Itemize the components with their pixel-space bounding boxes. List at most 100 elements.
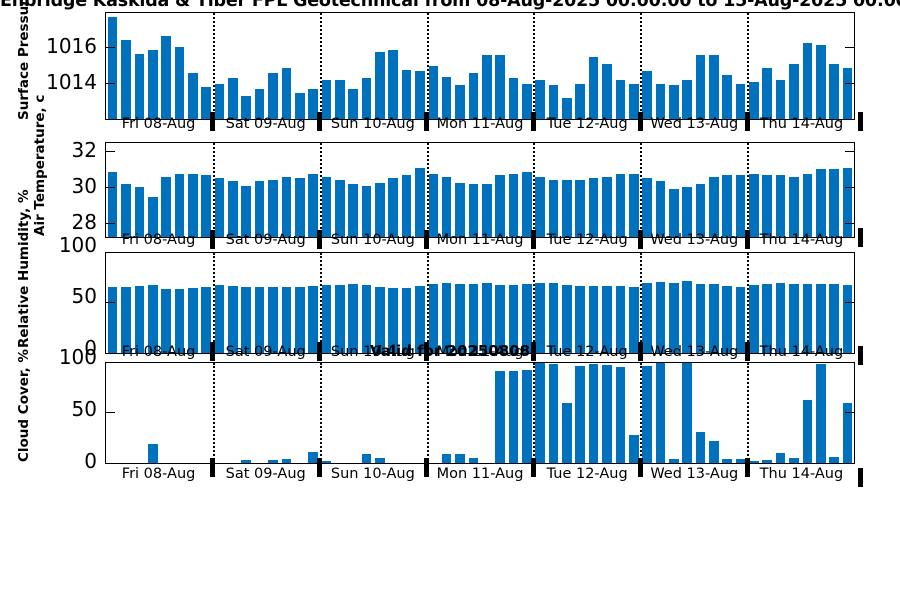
- bar: [762, 67, 773, 119]
- bar: [361, 185, 372, 237]
- bar-slot: [373, 253, 386, 353]
- bar-slot: [600, 143, 613, 237]
- bar-slot: [200, 253, 213, 353]
- bar-slot: [694, 253, 707, 353]
- bar-slot: [400, 363, 413, 463]
- y-tick-label-p2-32: 32: [71, 138, 97, 162]
- bar: [789, 64, 799, 119]
- bar-slot: [627, 363, 640, 463]
- bar-slot: [427, 143, 440, 237]
- bar-slot: [306, 143, 319, 237]
- bar: [294, 178, 305, 237]
- bar-slot: [774, 253, 787, 353]
- bar-slot: [106, 143, 119, 237]
- x-axis-day-label: Mon 11-Aug: [436, 344, 524, 360]
- bar-slot: [413, 143, 426, 237]
- bar-slot: [159, 13, 172, 119]
- bar-slot: [801, 143, 814, 237]
- bar: [695, 284, 706, 353]
- bar-slot: [654, 363, 667, 463]
- day-separator: [319, 253, 322, 353]
- bar-slot: [320, 363, 333, 463]
- bar-slot: [707, 13, 720, 119]
- bar: [588, 178, 599, 237]
- bar-slot: [640, 253, 653, 353]
- x-axis-day-label: Sat 09-Aug: [225, 466, 306, 482]
- bar: [522, 370, 532, 463]
- day-boundary-tick: [424, 458, 429, 477]
- bar-slot: [787, 143, 800, 237]
- bar-slot: [106, 253, 119, 353]
- bar-slot: [627, 13, 640, 119]
- bar: [548, 85, 559, 119]
- bar: [134, 187, 145, 237]
- bar-slot: [547, 143, 560, 237]
- day-separator: [319, 363, 322, 463]
- y-tick-p2-30: [106, 187, 115, 188]
- bar-slot: [841, 253, 854, 353]
- bar: [268, 179, 278, 237]
- bar: [254, 287, 265, 353]
- day-separator: [747, 363, 750, 463]
- bar: [602, 64, 612, 119]
- bar-slot: [600, 363, 613, 463]
- axis-edge-tick: [858, 228, 863, 247]
- bar-slot: [574, 363, 587, 463]
- bar-slot: [253, 143, 266, 237]
- bar: [188, 73, 198, 119]
- bar-slot: [654, 143, 667, 237]
- bar-series-surface-pressure: [106, 13, 854, 119]
- bar-slot: [814, 253, 827, 353]
- bar: [735, 175, 746, 237]
- bar-slot: [253, 363, 266, 463]
- bar: [522, 172, 532, 237]
- bar-slot: [841, 13, 854, 119]
- bar: [147, 197, 158, 237]
- bar: [815, 284, 826, 353]
- day-boundary-tick: [210, 230, 215, 249]
- bar-slot: [226, 143, 239, 237]
- bar: [121, 184, 131, 237]
- bar: [575, 366, 586, 463]
- x-axis-day-label: Thu 14-Aug: [759, 116, 844, 132]
- y-tick-label-p1-1014: 1014: [46, 70, 97, 94]
- y-tick-p2-30-right: [845, 187, 854, 188]
- bar-slot: [200, 13, 213, 119]
- day-boundary-tick: [317, 342, 322, 361]
- bar: [829, 284, 839, 353]
- day-separator: [640, 363, 643, 463]
- panel-air-temperature: [105, 142, 855, 238]
- bar-slot: [614, 143, 627, 237]
- bar-slot: [413, 13, 426, 119]
- bar: [161, 289, 171, 353]
- bar-slot: [320, 13, 333, 119]
- bar: [468, 284, 479, 353]
- bar-slot: [493, 143, 506, 237]
- x-axis-day-label: Fri 08-Aug: [121, 116, 196, 132]
- bar-slot: [146, 363, 159, 463]
- bar: [655, 363, 666, 463]
- bar: [722, 74, 733, 119]
- day-separator: [747, 143, 750, 237]
- bar: [361, 285, 372, 353]
- bar: [508, 285, 519, 353]
- x-axis-day-label: Tue 12-Aug: [546, 116, 628, 132]
- bar-slot: [453, 13, 466, 119]
- bar-slot: [587, 363, 600, 463]
- bar: [722, 459, 733, 463]
- bar: [575, 286, 586, 353]
- bar: [615, 367, 626, 463]
- bar: [628, 435, 639, 463]
- bar: [147, 444, 158, 463]
- bar-slot: [226, 13, 239, 119]
- bar-slot: [747, 363, 760, 463]
- y-tick-label-p3-0: 0: [84, 336, 97, 360]
- bar-slot: [587, 13, 600, 119]
- chart-title: Enbridge Kaskida & Tiber FPL Geotechnica…: [0, 0, 900, 11]
- y-tick-p2-32-right: [845, 151, 854, 152]
- bar: [254, 88, 265, 119]
- bar: [188, 173, 198, 237]
- bar: [815, 364, 826, 463]
- bar-slot: [627, 253, 640, 353]
